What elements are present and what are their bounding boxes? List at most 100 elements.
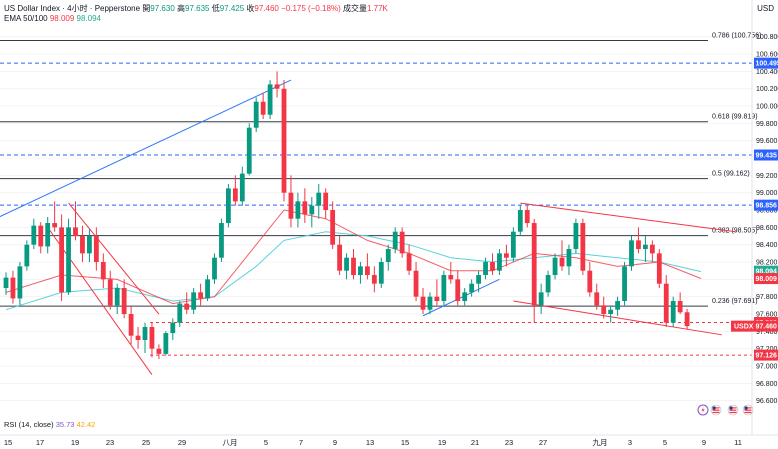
- candle[interactable]: [3, 272, 9, 295]
- candle[interactable]: [87, 229, 92, 263]
- candle[interactable]: [170, 318, 176, 341]
- candle[interactable]: [615, 296, 620, 316]
- candle[interactable]: [149, 322, 155, 358]
- candle[interactable]: [358, 262, 363, 284]
- candle[interactable]: [45, 216, 51, 254]
- candle[interactable]: [420, 288, 426, 315]
- candle[interactable]: [469, 279, 475, 297]
- candle[interactable]: [385, 244, 391, 271]
- candle[interactable]: [177, 301, 183, 328]
- event-icon-us-flag-1[interactable]: [710, 404, 722, 416]
- candle[interactable]: [552, 253, 558, 280]
- candle[interactable]: [490, 253, 495, 276]
- candle[interactable]: [66, 218, 71, 295]
- candle[interactable]: [212, 253, 217, 284]
- candle[interactable]: [191, 288, 197, 315]
- candle[interactable]: [608, 305, 614, 323]
- symbol-title[interactable]: US Dollar Index · 4小时 · Pepperstone: [4, 4, 141, 13]
- candle[interactable]: [31, 218, 37, 250]
- candle[interactable]: [524, 205, 530, 228]
- candle[interactable]: [594, 283, 600, 310]
- candle[interactable]: [128, 305, 134, 345]
- candle[interactable]: [510, 227, 516, 263]
- candle[interactable]: [121, 279, 127, 319]
- candle[interactable]: [274, 71, 280, 98]
- candle[interactable]: [107, 270, 113, 310]
- candle[interactable]: [114, 283, 120, 315]
- candle[interactable]: [100, 253, 106, 289]
- candle[interactable]: [643, 236, 648, 263]
- candle[interactable]: [135, 327, 141, 349]
- candle[interactable]: [365, 253, 370, 280]
- trendline-3[interactable]: [68, 202, 160, 315]
- candle[interactable]: [434, 279, 440, 306]
- rsi-legend[interactable]: RSI (14, close) 35.73 42.42: [4, 420, 95, 429]
- candle[interactable]: [351, 249, 356, 280]
- candle[interactable]: [302, 188, 308, 224]
- candle[interactable]: [184, 292, 190, 315]
- candle[interactable]: [406, 244, 412, 276]
- candle[interactable]: [517, 205, 523, 237]
- event-icon-us-flag-2[interactable]: [727, 404, 739, 416]
- candle[interactable]: [52, 201, 58, 232]
- candle[interactable]: [281, 80, 287, 202]
- ema-legend[interactable]: EMA 50/100 98.009 98.094: [4, 14, 101, 23]
- candle[interactable]: [455, 270, 461, 306]
- candle[interactable]: [413, 262, 419, 302]
- candle[interactable]: [267, 80, 273, 120]
- candle[interactable]: [573, 218, 579, 254]
- candle[interactable]: [10, 270, 16, 304]
- candle[interactable]: [17, 262, 23, 306]
- candle[interactable]: [476, 270, 481, 293]
- candle[interactable]: [253, 97, 259, 133]
- candle[interactable]: [448, 262, 454, 284]
- candle[interactable]: [392, 227, 398, 254]
- event-icon-us-flag-3[interactable]: [742, 404, 754, 416]
- candle[interactable]: [142, 322, 148, 354]
- candle[interactable]: [677, 292, 683, 315]
- candle[interactable]: [59, 214, 64, 302]
- candle[interactable]: [538, 283, 544, 315]
- candle[interactable]: [80, 225, 85, 263]
- candle[interactable]: [156, 344, 162, 360]
- candle[interactable]: [93, 227, 99, 271]
- candle[interactable]: [462, 288, 468, 306]
- candle[interactable]: [239, 166, 245, 206]
- candle[interactable]: [663, 275, 669, 328]
- candle[interactable]: [295, 192, 301, 228]
- candle[interactable]: [587, 262, 593, 297]
- candle[interactable]: [399, 227, 405, 258]
- candle[interactable]: [330, 201, 336, 250]
- event-icon-flash[interactable]: [697, 404, 709, 416]
- candle[interactable]: [205, 275, 210, 302]
- candle[interactable]: [232, 175, 238, 206]
- candle[interactable]: [670, 296, 676, 328]
- candle[interactable]: [288, 175, 294, 228]
- candle[interactable]: [504, 244, 509, 267]
- trendline-4[interactable]: [47, 227, 153, 375]
- candle[interactable]: [601, 296, 607, 319]
- trendline-2[interactable]: [422, 278, 500, 317]
- candle[interactable]: [337, 236, 342, 276]
- currency-label[interactable]: USD: [757, 4, 774, 13]
- candle[interactable]: [497, 249, 502, 276]
- candle[interactable]: [545, 270, 551, 297]
- trendline-5[interactable]: [520, 202, 736, 233]
- candle[interactable]: [38, 222, 44, 254]
- candle[interactable]: [323, 188, 329, 219]
- candle[interactable]: [226, 184, 231, 228]
- candle[interactable]: [684, 308, 690, 330]
- candle[interactable]: [260, 93, 266, 120]
- candle[interactable]: [163, 331, 169, 356]
- candle[interactable]: [371, 266, 377, 293]
- candle[interactable]: [629, 236, 634, 271]
- candle[interactable]: [483, 257, 488, 280]
- candle[interactable]: [559, 240, 565, 271]
- candle[interactable]: [24, 240, 30, 271]
- candle[interactable]: [309, 197, 315, 228]
- candle[interactable]: [580, 218, 586, 276]
- candle[interactable]: [219, 218, 224, 263]
- candle[interactable]: [316, 184, 322, 219]
- candle[interactable]: [656, 249, 662, 289]
